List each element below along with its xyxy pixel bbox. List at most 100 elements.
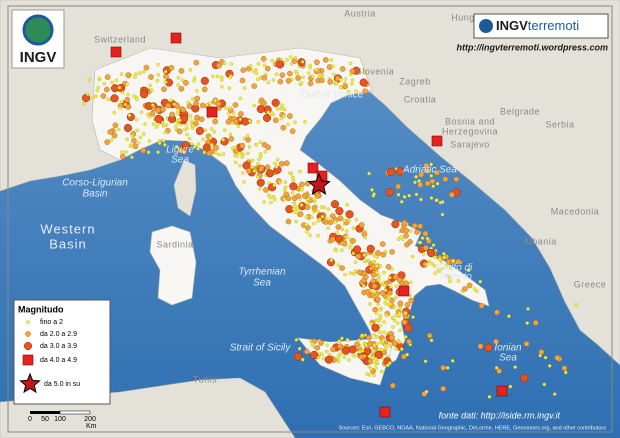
quake-medium — [111, 132, 118, 139]
quake-small — [196, 146, 200, 151]
quake-medium — [285, 78, 292, 84]
quake-small — [259, 154, 263, 159]
quake-small — [120, 150, 124, 155]
quake-medium — [404, 241, 410, 248]
quake-small — [507, 314, 511, 318]
quake-medium — [403, 227, 410, 234]
quake-small — [256, 62, 261, 66]
quake-medium — [104, 139, 110, 145]
quake-small — [343, 77, 348, 81]
quake-small — [147, 115, 152, 119]
quake-medium — [538, 349, 545, 355]
quake-small — [117, 85, 122, 90]
quake-small — [300, 357, 305, 362]
quake-large — [352, 245, 362, 254]
quake-small — [372, 373, 376, 378]
quake-small — [436, 268, 441, 272]
quake-medium — [403, 232, 409, 239]
quake-small — [150, 88, 154, 92]
quake-small — [189, 141, 194, 146]
quake-small — [299, 81, 304, 85]
quake-small — [190, 97, 195, 101]
quake-small — [237, 163, 242, 168]
quake-small — [300, 60, 305, 64]
quake-small — [220, 85, 224, 89]
quake-small — [266, 80, 270, 85]
quake-medium — [104, 86, 110, 93]
quake-small — [112, 110, 117, 115]
quake-small — [157, 141, 162, 146]
sea-label: Tyrrhenian — [238, 267, 285, 278]
quake-small — [331, 64, 335, 69]
quake-large — [395, 167, 404, 176]
quake-small — [357, 338, 361, 343]
quake-medium — [327, 219, 334, 226]
scale-unit: Km — [86, 423, 97, 430]
quake-small — [345, 229, 349, 233]
quake-m4 — [110, 46, 122, 58]
quake-medium — [392, 274, 399, 280]
quake-medium — [100, 93, 107, 99]
quake-medium — [264, 164, 271, 170]
quake-small — [367, 171, 371, 176]
quake-medium — [327, 79, 334, 85]
quake-large — [265, 169, 274, 178]
quake-medium — [169, 111, 175, 118]
quake-small — [410, 254, 415, 259]
quake-m4 — [431, 135, 443, 147]
quake-small — [396, 237, 401, 241]
quake-small — [227, 86, 232, 90]
legend-title: Magnitudo — [18, 304, 64, 314]
place-label: Slovenia — [356, 66, 395, 76]
quake-medium — [330, 236, 336, 243]
quake-medium — [417, 223, 423, 230]
quake-medium — [289, 128, 296, 134]
quake-small — [304, 222, 308, 227]
quake-small — [294, 338, 299, 342]
sea-label: Sea — [171, 155, 189, 166]
quake-m4 — [398, 285, 410, 297]
quake-medium — [125, 72, 131, 78]
quake-small — [283, 185, 288, 190]
quake-small — [340, 336, 344, 341]
quake-small — [163, 69, 168, 74]
quake-small — [362, 259, 367, 264]
quake-small — [250, 165, 254, 170]
quake-small — [254, 143, 259, 147]
quake-medium — [330, 346, 336, 353]
quake-small — [135, 128, 139, 133]
quake-medium — [358, 354, 365, 360]
quake-medium — [362, 88, 369, 95]
quake-small — [374, 311, 379, 316]
scale-seg — [30, 411, 60, 414]
quake-medium — [448, 191, 455, 198]
quake-small — [379, 347, 384, 352]
scale-seg — [59, 410, 91, 415]
quake-small — [215, 74, 220, 79]
quake-small — [143, 122, 147, 127]
quake-small — [372, 333, 376, 337]
quake-small — [214, 151, 218, 155]
quake-large — [330, 200, 339, 209]
quake-small — [242, 180, 246, 184]
quake-large — [385, 188, 394, 197]
quake-large — [110, 94, 119, 103]
quake-small — [255, 174, 260, 179]
quake-small — [221, 138, 225, 142]
corsica — [173, 159, 197, 217]
quake-small — [387, 275, 392, 280]
quake-small — [375, 270, 379, 275]
quake-small — [375, 341, 379, 346]
quake-medium — [299, 181, 305, 188]
quake-small — [383, 300, 387, 305]
source: fonte dati: http://iside.rm.ingv.it — [439, 410, 561, 420]
quake-medium — [554, 355, 561, 361]
quake-small — [363, 235, 368, 240]
quake-medium — [245, 136, 251, 143]
quake-small — [398, 328, 402, 333]
quake-medium — [285, 195, 292, 202]
quake-small — [208, 101, 212, 105]
quake-medium — [440, 385, 446, 392]
quake-small — [342, 218, 347, 223]
quake-medium — [314, 344, 321, 351]
